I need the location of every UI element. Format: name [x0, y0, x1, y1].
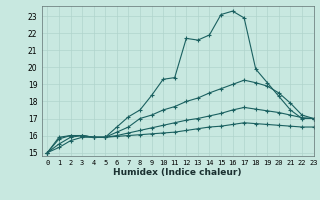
X-axis label: Humidex (Indice chaleur): Humidex (Indice chaleur) — [113, 168, 242, 177]
